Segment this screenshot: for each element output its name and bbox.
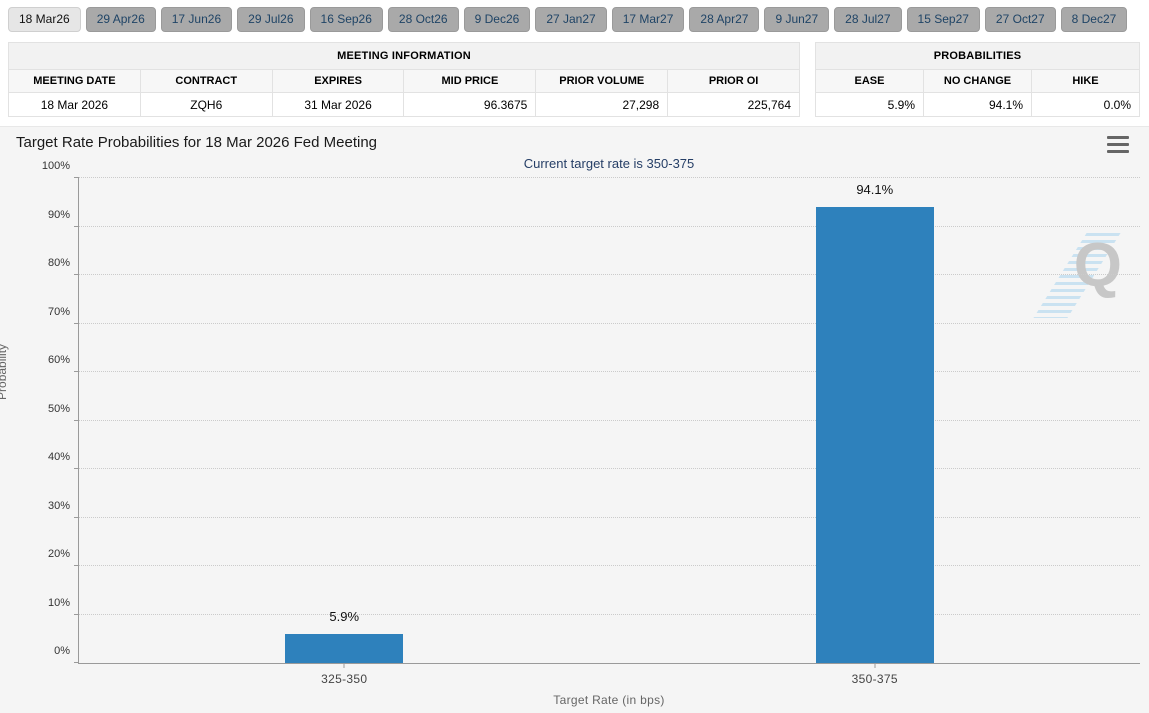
meeting-table-column-header: CONTRACT: [139, 69, 273, 93]
gridline-80: [79, 274, 1140, 275]
y-tick-label: 60%: [47, 354, 70, 366]
meeting-table-group-header: MEETING INFORMATION: [8, 42, 800, 70]
y-tick-label: 90%: [47, 208, 70, 221]
meeting-table-cell: 96.3675: [403, 92, 537, 117]
summary-tables: MEETING INFORMATION MEETING DATE CONTRACT E…: [0, 38, 1149, 117]
meeting-tab-29-jul26[interactable]: 29 Jul26: [237, 7, 305, 32]
meeting-table-cell: ZQH6: [139, 92, 273, 117]
x-tick-label: 350-375: [851, 672, 898, 686]
meeting-table-cell: 18 Mar 2026: [8, 92, 141, 117]
y-tick-label: 30%: [47, 499, 70, 512]
plot-area: Q 0% 10% 20% 30% 40% 50% 60% 70% 80% 90% 100% 5.9% 3…: [42, 160, 1140, 686]
meeting-tab-bar: 18 Mar26 29 Apr26 17 Jun26 29 Jul26 16 Sep26…: [0, 0, 1149, 38]
gridline-30: [79, 516, 1140, 518]
meeting-tab-28-oct26[interactable]: 28 Oct26: [387, 7, 459, 32]
y-tick-mark: [74, 565, 79, 566]
y-tick-label: 50%: [47, 402, 70, 415]
y-tick-label: 100%: [41, 160, 70, 172]
bar-325-350[interactable]: [285, 634, 404, 663]
meeting-tab-28-apr27[interactable]: 28 Apr27: [689, 7, 760, 32]
watermark-q-icon: Q: [1073, 231, 1122, 300]
meeting-tab-8-dec27[interactable]: 8 Dec27: [1060, 7, 1128, 32]
meeting-tab-9-jun27[interactable]: 9 Jun27: [764, 7, 830, 32]
bar-350-375[interactable]: [815, 206, 934, 663]
meeting-tab-17-jun26[interactable]: 17 Jun26: [160, 7, 233, 32]
gridline-10: [79, 613, 1140, 615]
gridline-60: [79, 371, 1140, 372]
meeting-tab-16-sep26[interactable]: 16 Sep26: [309, 7, 383, 32]
bar-value-label: 94.1%: [856, 181, 894, 197]
gridline-90: [79, 225, 1140, 227]
meeting-tab-28-jul27[interactable]: 28 Jul27: [834, 7, 902, 32]
gridline-20: [79, 565, 1140, 566]
y-tick-mark: [74, 322, 79, 324]
x-axis-title: Target Rate (in bps): [553, 693, 665, 707]
y-tick-mark: [74, 468, 79, 469]
gridline-40: [79, 468, 1140, 469]
prob-table-group-header: PROBABILITIES: [815, 42, 1140, 70]
x-tick-mark: [343, 663, 345, 668]
meeting-table-cell: 27,298: [535, 92, 669, 117]
y-tick-label: 0%: [54, 645, 70, 657]
y-tick-label: 70%: [47, 305, 70, 318]
meeting-table-column-header: EXPIRES: [271, 69, 405, 93]
y-tick-mark: [74, 613, 79, 615]
prob-table-cell: 5.9%: [815, 92, 924, 117]
y-tick-mark: [74, 177, 79, 178]
chart-menu-icon[interactable]: [1107, 136, 1129, 153]
y-tick-label: 10%: [47, 596, 70, 609]
bar-value-label: 5.9%: [329, 609, 360, 625]
meeting-tab-17-mar27[interactable]: 17 Mar27: [611, 7, 685, 32]
y-tick-mark: [74, 274, 79, 275]
meeting-tab-9-dec26[interactable]: 9 Dec26: [463, 7, 531, 32]
chart-panel: Target Rate Probabilities for 18 Mar 202…: [0, 126, 1149, 713]
y-tick-mark: [74, 371, 79, 372]
y-tick-label: 80%: [47, 257, 70, 269]
meeting-tab-29-apr26[interactable]: 29 Apr26: [85, 7, 156, 32]
x-tick-label: 325-350: [321, 672, 368, 686]
gridline-100: [79, 177, 1140, 178]
prob-table-cell: 94.1%: [923, 92, 1032, 117]
meeting-table-cell: 31 Mar 2026: [271, 92, 405, 117]
y-axis-title: Probability: [0, 343, 9, 400]
meeting-table-column-header: MID PRICE: [403, 69, 537, 93]
meeting-table-column-header: PRIOR VOLUME: [535, 69, 669, 93]
x-tick-mark: [874, 663, 876, 668]
meeting-table-column-header: MEETING DATE: [8, 69, 141, 93]
prob-table-column-header: EASE: [815, 69, 924, 93]
y-tick-mark: [74, 225, 79, 227]
y-tick-mark: [74, 516, 79, 518]
meeting-tab-18-mar26[interactable]: 18 Mar26: [8, 7, 81, 32]
y-tick-mark: [74, 419, 79, 421]
prob-table-cell: 0.0%: [1031, 92, 1140, 117]
quikstrike-watermark: Q: [1033, 231, 1122, 318]
y-tick-label: 40%: [47, 451, 70, 463]
prob-table-column-header: NO CHANGE: [923, 69, 1032, 93]
meeting-table-cell: 225,764: [667, 92, 800, 117]
meeting-tab-15-sep27[interactable]: 15 Sep27: [906, 7, 980, 32]
chart-title: Target Rate Probabilities for 18 Mar 202…: [16, 134, 378, 151]
gridline-70: [79, 322, 1140, 324]
meeting-table-column-header: PRIOR OI: [667, 69, 800, 93]
gridline-50: [79, 419, 1140, 421]
meeting-information-table: MEETING INFORMATION MEETING DATE CONTRACT E…: [8, 42, 800, 117]
meeting-tab-27-oct27[interactable]: 27 Oct27: [984, 7, 1056, 32]
y-tick-label: 20%: [47, 548, 70, 560]
y-tick-mark: [74, 662, 79, 663]
meeting-tab-27-jan27[interactable]: 27 Jan27: [535, 7, 607, 32]
prob-table-column-header: HIKE: [1031, 69, 1140, 93]
probabilities-table: PROBABILITIES EASE NO CHANGE HIKE 5.9% 94.1% 0…: [815, 42, 1140, 117]
chart-subtitle: Current target rate is 350-375: [523, 156, 695, 171]
